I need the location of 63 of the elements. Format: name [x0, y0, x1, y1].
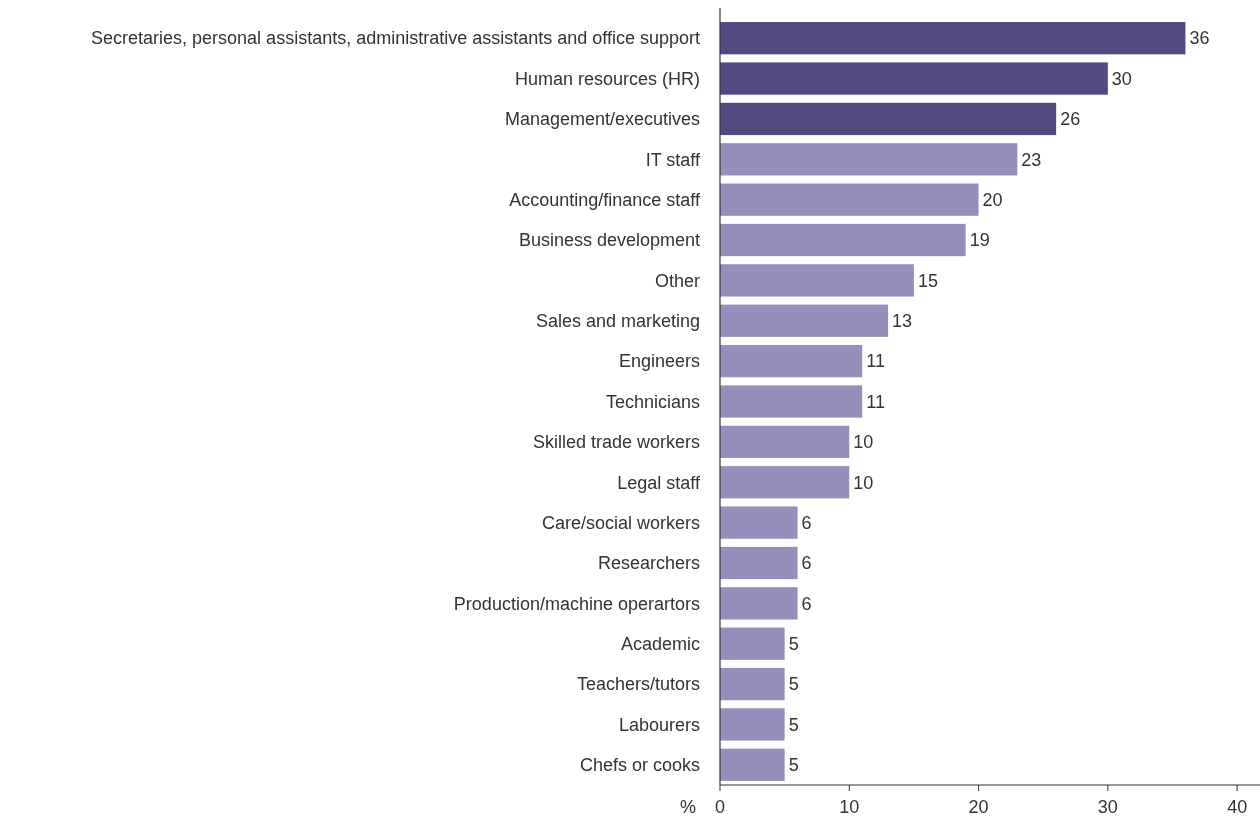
y-tick-label: Accounting/finance staff	[509, 189, 701, 210]
bar	[720, 466, 850, 499]
y-tick-label: Engineers	[618, 351, 700, 372]
data-label: 6	[801, 593, 812, 614]
data-label: 23	[1021, 149, 1042, 170]
y-tick-label: Secretaries, personal assistants, administrative assistants and office support	[91, 28, 700, 49]
data-label: 6	[801, 512, 812, 533]
y-tick-label: IT staff	[645, 149, 701, 170]
data-label: 10	[853, 432, 874, 453]
data-label: 19	[969, 230, 990, 251]
bar	[720, 102, 1057, 136]
bar	[720, 385, 863, 418]
y-tick-label: Other	[654, 270, 700, 291]
y-tick-label: Care/social workers	[541, 512, 700, 533]
bar	[720, 506, 798, 539]
y-tick-label: Teachers/tutors	[576, 674, 700, 695]
data-label: 5	[788, 714, 799, 735]
data-label: 10	[853, 472, 874, 493]
y-tick-label: Researchers	[597, 553, 700, 574]
data-label: 30	[1111, 68, 1132, 89]
y-tick-label: Skilled trade workers	[532, 432, 700, 453]
bar	[720, 143, 1018, 176]
bar	[720, 546, 798, 580]
bar	[720, 708, 785, 741]
bar	[720, 425, 850, 459]
bar	[720, 183, 979, 216]
y-tick-label: Labourers	[618, 714, 700, 735]
x-axis-title: %	[679, 797, 696, 817]
y-tick-label: Management/executives	[504, 109, 700, 130]
bar	[720, 748, 785, 781]
data-label: 20	[982, 189, 1003, 210]
y-tick-label: Technicians	[605, 391, 700, 412]
bar	[720, 22, 1186, 55]
bar	[720, 667, 785, 701]
data-label: 6	[801, 553, 812, 574]
y-tick-label: Human resources (HR)	[514, 68, 700, 89]
data-label: 13	[892, 311, 913, 332]
y-tick-label: Chefs or cooks	[579, 755, 700, 776]
x-tick-label: 10	[839, 797, 860, 817]
x-tick-label: 40	[1227, 797, 1248, 817]
bar	[720, 627, 785, 660]
data-label: 11	[866, 351, 885, 372]
data-label: 5	[788, 674, 799, 695]
bar	[720, 587, 798, 620]
y-tick-label: Academic	[620, 634, 700, 655]
x-tick-label: 30	[1097, 797, 1118, 817]
data-label: 36	[1189, 28, 1210, 49]
bar	[720, 223, 966, 257]
data-label: 5	[788, 755, 799, 776]
bar	[720, 264, 914, 297]
bar	[720, 304, 889, 337]
x-tick-label: 0	[714, 797, 726, 817]
y-tick-label: Sales and marketing	[535, 311, 700, 332]
data-label: 5	[788, 634, 799, 655]
y-tick-label: Business development	[518, 230, 700, 251]
x-tick-label: 20	[968, 797, 989, 817]
bar	[720, 344, 863, 378]
y-tick-label: Production/machine operartors	[453, 593, 700, 614]
data-label: 26	[1060, 109, 1081, 130]
y-tick-label: Legal staff	[617, 472, 701, 493]
data-label: 15	[917, 270, 938, 291]
bar	[720, 62, 1108, 95]
data-label: 11	[866, 391, 885, 412]
